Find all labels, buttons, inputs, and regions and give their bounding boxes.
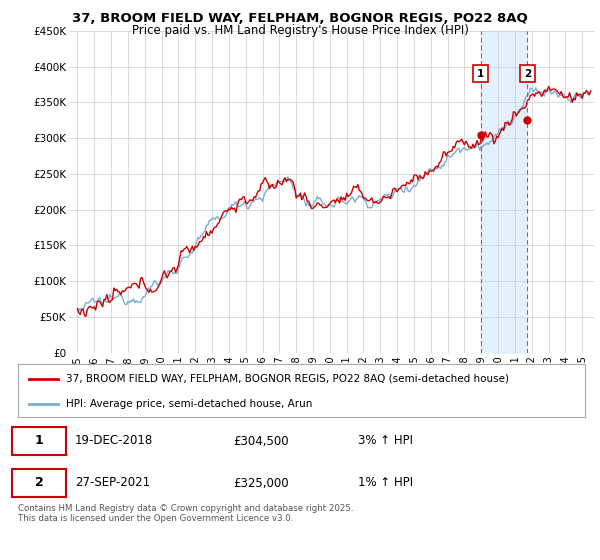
Text: HPI: Average price, semi-detached house, Arun: HPI: Average price, semi-detached house,…	[66, 399, 313, 409]
Text: Price paid vs. HM Land Registry's House Price Index (HPI): Price paid vs. HM Land Registry's House …	[131, 24, 469, 36]
Text: £304,500: £304,500	[233, 435, 289, 447]
Text: £325,000: £325,000	[233, 477, 289, 489]
Text: 37, BROOM FIELD WAY, FELPHAM, BOGNOR REGIS, PO22 8AQ: 37, BROOM FIELD WAY, FELPHAM, BOGNOR REG…	[72, 12, 528, 25]
Text: 3% ↑ HPI: 3% ↑ HPI	[358, 435, 413, 447]
Text: 1: 1	[35, 435, 44, 447]
FancyBboxPatch shape	[13, 427, 66, 455]
Text: Contains HM Land Registry data © Crown copyright and database right 2025.
This d: Contains HM Land Registry data © Crown c…	[18, 504, 353, 524]
Text: 37, BROOM FIELD WAY, FELPHAM, BOGNOR REGIS, PO22 8AQ (semi-detached house): 37, BROOM FIELD WAY, FELPHAM, BOGNOR REG…	[66, 374, 509, 384]
Text: 2: 2	[524, 69, 531, 79]
Text: 1: 1	[477, 69, 484, 79]
FancyBboxPatch shape	[13, 469, 66, 497]
Text: 1% ↑ HPI: 1% ↑ HPI	[358, 477, 413, 489]
Text: 2: 2	[35, 477, 44, 489]
Text: 27-SEP-2021: 27-SEP-2021	[75, 477, 150, 489]
Text: 19-DEC-2018: 19-DEC-2018	[75, 435, 153, 447]
